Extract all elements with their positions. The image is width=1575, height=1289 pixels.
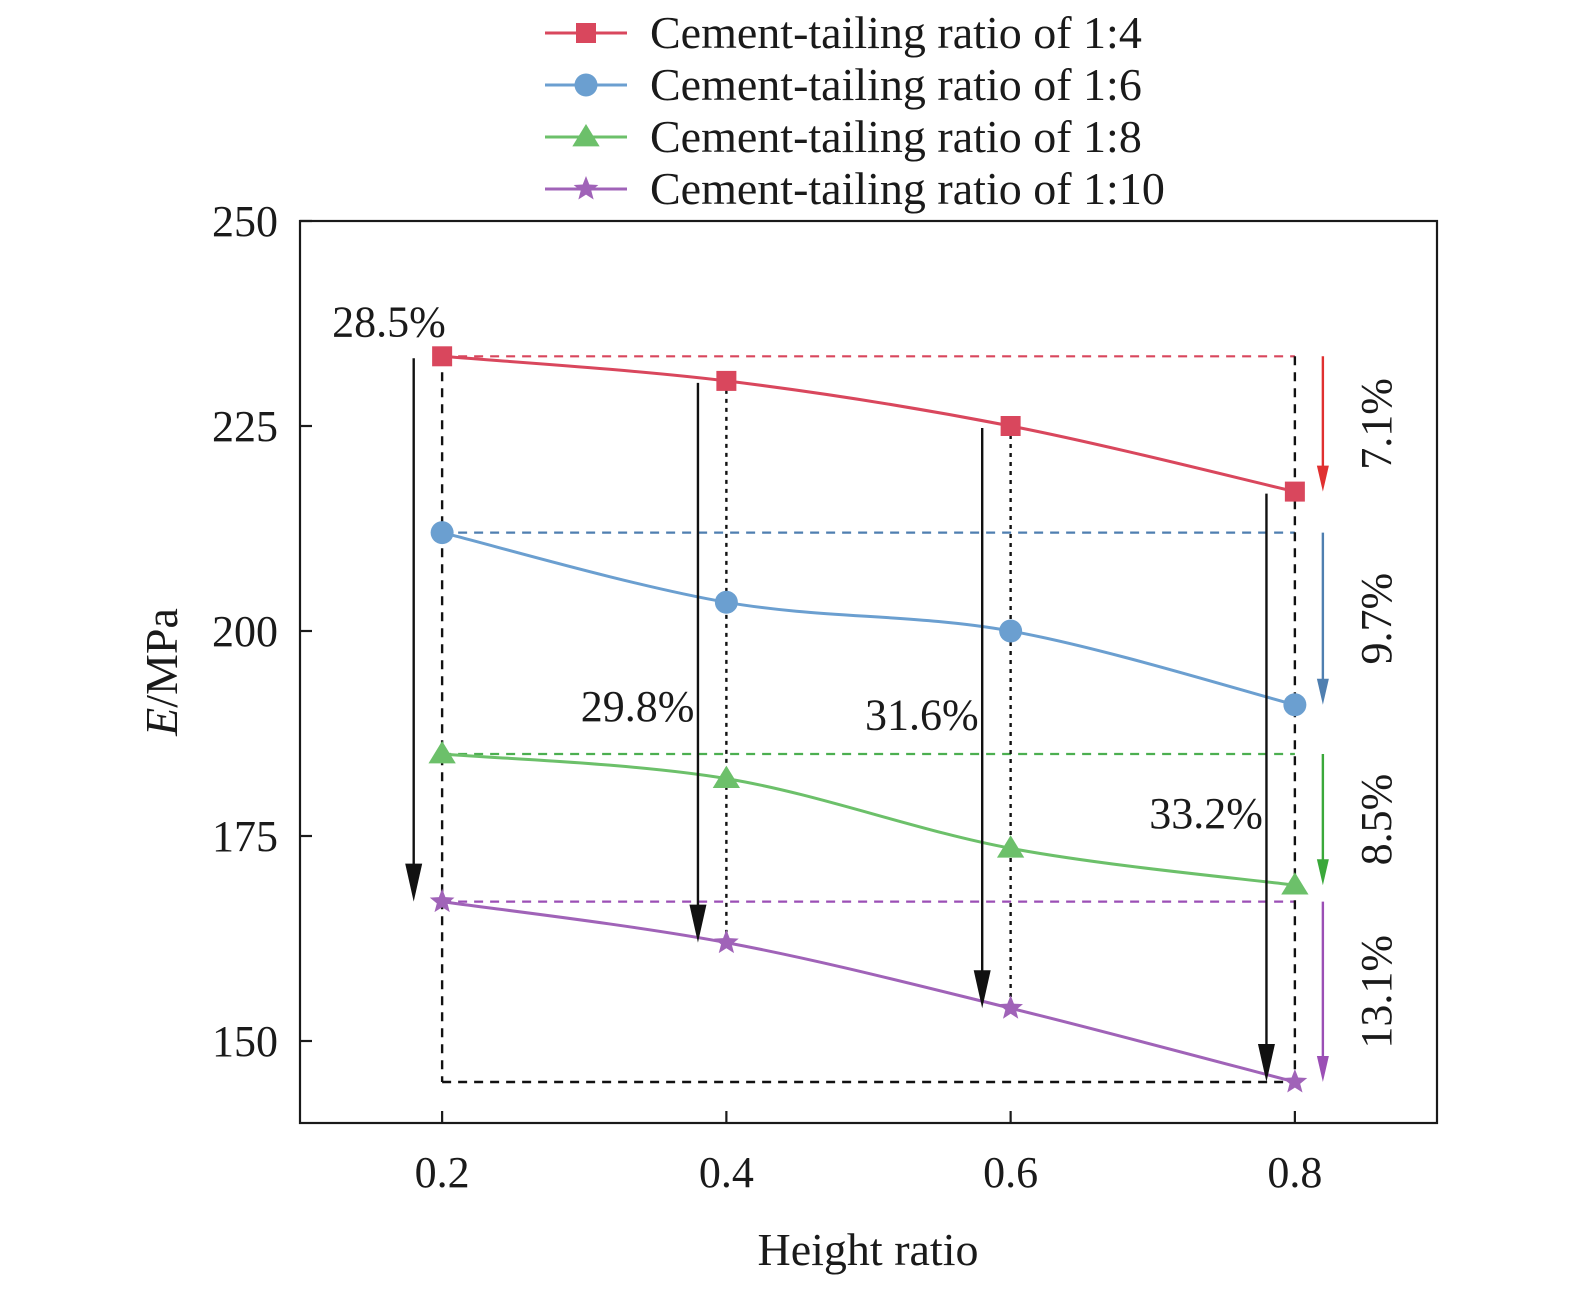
reference-lines [440, 355, 1297, 1084]
axes: 150 175 200 225 250 0.2 0.4 0.6 0.8 [212, 197, 1322, 1197]
series-drop-arrow-1-head [1316, 465, 1329, 492]
series-2-point-3 [999, 619, 1023, 643]
legend-entry-3: Cement-tailing ratio of 1:8 [545, 111, 1142, 162]
column-drop-label-2: 29.8% [581, 682, 695, 731]
y-axis-label: E/MPa [136, 608, 187, 737]
column-drop-arrow-3 [973, 428, 991, 1009]
plot-frame [298, 219, 1439, 1125]
legend-label-2: Cement-tailing ratio of 1:6 [650, 59, 1142, 110]
series-drop-arrow-2 [1316, 532, 1329, 705]
legend-marker-3 [572, 124, 600, 147]
legend: Cement-tailing ratio of 1:4Cement-tailin… [545, 7, 1165, 214]
series-1-point-3 [1000, 416, 1021, 436]
series-3-point-3 [996, 835, 1025, 858]
y-tick-label-4: 225 [212, 402, 278, 451]
series-drop-arrow-3-head [1316, 859, 1329, 886]
column-drop-arrow-4-head [1257, 1044, 1275, 1082]
y-axis-label-unit: /MPa [136, 608, 187, 708]
y-tick-label-2: 175 [212, 812, 278, 861]
series-1-point-2 [716, 370, 737, 391]
series-2-point-4 [1283, 693, 1307, 717]
series-drop-label-2: 9.7% [1352, 573, 1401, 665]
column-drop-label-3: 31.6% [865, 690, 979, 739]
annotations: 7.1% 9.7% 8.5% 13.1% 28.5% 29.8% 31.6% 33.2% [332, 297, 1401, 1048]
column-drop-arrow-1-head [405, 863, 423, 902]
column-drop-label-1: 28.5% [332, 297, 446, 346]
series-3-point-1 [428, 741, 456, 764]
legend-entry-2: Cement-tailing ratio of 1:6 [545, 59, 1142, 110]
y-axis-label-symbol: E [136, 708, 187, 737]
legend-marker-2 [574, 73, 598, 97]
series-drop-arrow-4-head [1316, 1056, 1329, 1082]
y-tick-label-3: 200 [212, 607, 278, 656]
x-tick-label-2: 0.4 [699, 1148, 754, 1197]
y-tick-label-5: 250 [212, 197, 278, 246]
series-line-2 [441, 531, 1296, 707]
series-4-point-3 [998, 995, 1023, 1019]
series-4-point-1 [429, 888, 455, 913]
column-drop-arrow-1 [405, 358, 423, 902]
x-axis-label: Height ratio [758, 1224, 979, 1275]
series-drop-label-3: 8.5% [1352, 774, 1401, 866]
x-tick-label-3: 0.6 [983, 1148, 1038, 1197]
x-tick-label-1: 0.2 [415, 1148, 470, 1197]
legend-entry-1: Cement-tailing ratio of 1:4 [545, 7, 1142, 58]
series-2-point-1 [430, 521, 454, 545]
series-line-1 [441, 354, 1296, 494]
series-3-point-4 [1281, 872, 1309, 895]
column-drop-arrow-3-head [973, 970, 991, 1009]
x-tick-label-4: 0.8 [1267, 1148, 1322, 1197]
legend-label-1: Cement-tailing ratio of 1:4 [650, 7, 1142, 58]
series-2-point-2 [714, 590, 738, 614]
series-1-point-4 [1284, 481, 1305, 502]
series-drop-label-1: 7.1% [1352, 378, 1401, 470]
drop-arrows [405, 356, 1329, 1082]
series-drop-arrow-4 [1316, 901, 1329, 1082]
column-drop-arrow-2 [689, 382, 707, 943]
column-drop-arrow-2-head [689, 904, 707, 943]
legend-entry-4: Cement-tailing ratio of 1:10 [545, 163, 1165, 214]
legend-marker-4 [573, 176, 599, 200]
series-4-point-4 [1282, 1069, 1308, 1093]
series-line-3 [441, 752, 1296, 887]
series-1-point-1 [432, 346, 453, 367]
legend-label-3: Cement-tailing ratio of 1:8 [650, 111, 1142, 162]
series-drop-arrow-3 [1316, 754, 1329, 886]
column-drop-label-4: 33.2% [1149, 789, 1263, 838]
legend-marker-1 [576, 23, 596, 43]
series-markers [428, 346, 1309, 1093]
series-4-point-2 [714, 929, 739, 954]
y-tick-label-1: 150 [212, 1017, 278, 1066]
series-drop-label-4: 13.1% [1352, 935, 1401, 1049]
series-drop-arrow-2-head [1316, 678, 1329, 705]
column-drop-arrow-4 [1257, 493, 1275, 1082]
series-line-4 [441, 900, 1296, 1084]
series-drop-arrow-1 [1316, 356, 1329, 492]
series-3-point-2 [712, 765, 741, 788]
legend-label-4: Cement-tailing ratio of 1:10 [650, 163, 1165, 214]
series-lines [441, 354, 1296, 1084]
